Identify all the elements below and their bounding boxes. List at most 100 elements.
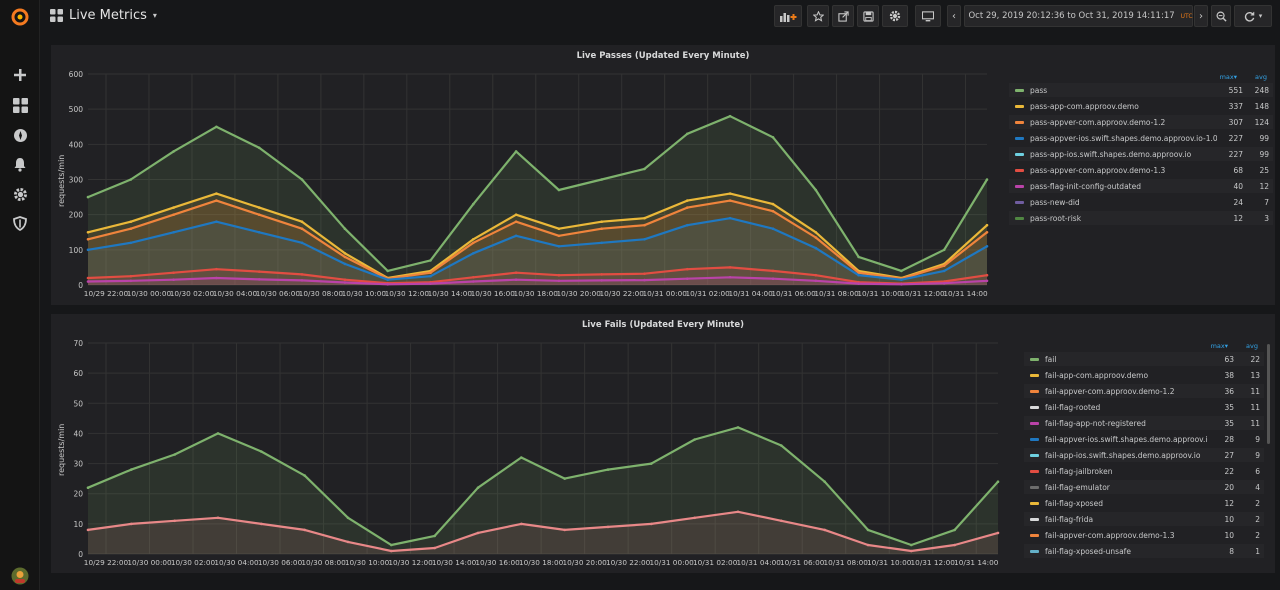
legend-max-value: 35 xyxy=(1224,418,1234,428)
zoom-out-button[interactable] xyxy=(1211,5,1231,27)
data-point xyxy=(216,516,220,520)
legend-item[interactable]: pass-flag-init-config-outdated 40 12 xyxy=(1009,179,1273,193)
legend-item[interactable]: pass-appver-ios.swift.shapes.demo.approo… xyxy=(1009,131,1273,145)
legend-scrollbar[interactable] xyxy=(1267,344,1270,444)
x-tick-label: 10/31 08:00 xyxy=(824,558,869,567)
dashboard-settings-button[interactable] xyxy=(882,5,908,27)
legend-item[interactable]: fail-flag-app-not-registered 35 11 xyxy=(1024,416,1264,430)
legend-max-value: 551 xyxy=(1228,85,1243,95)
legend-series-name: fail-appver-com.approov.demo-1.2 xyxy=(1045,386,1175,396)
star-button[interactable] xyxy=(807,5,829,27)
data-point xyxy=(985,245,989,248)
legend-item[interactable]: fail-appver-com.approov.demo-1.2 36 11 xyxy=(1024,384,1264,398)
data-point xyxy=(343,252,347,255)
legend-max-header[interactable]: max▾ xyxy=(1219,73,1237,81)
apps-grid-icon[interactable] xyxy=(8,93,32,117)
plus-icon[interactable] xyxy=(8,63,32,87)
legend-avg-value: 3 xyxy=(1264,213,1269,223)
time-range-picker[interactable]: Oct 29, 2019 20:12:36 to Oct 31, 2019 14… xyxy=(964,5,1193,27)
time-shift-forward-button[interactable]: › xyxy=(1194,5,1208,27)
data-point xyxy=(215,199,218,202)
legend-item[interactable]: fail-flag-xposed-unsafe 8 1 xyxy=(1024,544,1264,558)
legend-max-value: 8 xyxy=(1229,546,1234,556)
x-tick-label: 10/31 12:00 xyxy=(900,289,945,298)
legend-item[interactable]: fail-flag-rooted 35 11 xyxy=(1024,400,1264,414)
legend-item[interactable]: fail-appver-ios.swift.shapes.demo.approo… xyxy=(1024,432,1264,446)
x-tick-label: 10/30 18:00 xyxy=(514,289,559,298)
panel-title[interactable]: Live Fails (Updated Every Minute) xyxy=(581,320,745,330)
data-point xyxy=(514,220,518,223)
data-point xyxy=(985,279,989,283)
data-point xyxy=(390,543,393,547)
data-point xyxy=(172,150,175,153)
legend-item[interactable]: fail-flag-frida 10 2 xyxy=(1024,512,1264,526)
legend-item[interactable]: fail-flag-emulator 20 4 xyxy=(1024,480,1264,494)
y-tick-label: 400 xyxy=(69,140,84,149)
data-point xyxy=(942,248,946,252)
data-point xyxy=(942,269,946,273)
legend-item[interactable]: pass-app-com.approov.demo 337 148 xyxy=(1009,99,1273,113)
data-point xyxy=(300,227,304,230)
gear-icon[interactable] xyxy=(8,182,32,206)
bell-icon[interactable] xyxy=(8,152,32,176)
series-line xyxy=(87,426,999,547)
legend-item[interactable]: fail-flag-xposed 12 2 xyxy=(1024,496,1264,510)
x-tick-label: 10/31 00:00 xyxy=(642,289,687,298)
dashboard-title-picker[interactable]: Live Metrics ▾ xyxy=(50,8,157,23)
avatar-icon[interactable] xyxy=(8,564,32,588)
data-point xyxy=(476,486,480,489)
data-point xyxy=(942,264,946,267)
legend-swatch xyxy=(1030,517,1039,521)
series-line xyxy=(87,115,988,272)
data-point xyxy=(129,274,133,278)
legend-avg-value: 148 xyxy=(1254,101,1269,111)
x-tick-label: 10/30 10:00 xyxy=(345,558,390,567)
time-shift-back-button[interactable]: ‹ xyxy=(947,5,961,27)
data-point xyxy=(728,192,732,195)
legend-item[interactable]: pass-app-ios.swift.shapes.demo.approov.i… xyxy=(1009,147,1273,161)
y-tick-label: 10 xyxy=(73,520,83,529)
legend-item[interactable]: pass-new-did 24 7 xyxy=(1009,195,1273,209)
legend-item[interactable]: pass-appver-com.approov.demo-1.3 68 25 xyxy=(1009,163,1273,177)
legend-item[interactable]: fail-app-ios.swift.shapes.demo.approov.i… xyxy=(1024,448,1264,462)
legend-series-name: fail-flag-jailbroken xyxy=(1045,466,1113,476)
x-tick-label: 10/30 06:00 xyxy=(256,289,301,298)
legend-avg-header[interactable]: avg xyxy=(1255,73,1267,81)
grafana-logo-icon[interactable] xyxy=(8,5,32,29)
legend-swatch xyxy=(1030,373,1039,377)
legend-item[interactable]: fail-flag-jailbroken 22 6 xyxy=(1024,464,1264,478)
legend-max-value: 337 xyxy=(1228,101,1243,111)
legend-max-value: 12 xyxy=(1233,213,1243,223)
data-point xyxy=(343,227,347,230)
legend-max-header[interactable]: max▾ xyxy=(1210,342,1228,350)
share-button[interactable] xyxy=(832,5,854,27)
x-tick-label: 10/30 22:00 xyxy=(600,289,645,298)
data-point xyxy=(216,432,220,435)
shield-icon[interactable] xyxy=(8,211,32,235)
legend-item[interactable]: pass-appver-com.approov.demo-1.2 307 124 xyxy=(1009,115,1273,129)
legend-swatch xyxy=(1030,405,1039,409)
dashboard-navbar: Live Metrics ▾ ‹ Oct 29, 2019 20:12:36 t… xyxy=(40,0,1280,34)
legend-item[interactable]: fail 63 22 xyxy=(1024,352,1264,366)
compass-icon[interactable] xyxy=(8,123,32,147)
legend-item[interactable]: pass 551 248 xyxy=(1009,83,1273,97)
legend-avg-header[interactable]: avg xyxy=(1246,342,1258,350)
data-point xyxy=(900,283,903,286)
legend-item[interactable]: fail-app-com.approov.demo 38 13 xyxy=(1024,368,1264,382)
data-point xyxy=(643,278,646,282)
legend-item[interactable]: pass-root-risk 12 3 xyxy=(1009,211,1273,225)
legend-max-value: 40 xyxy=(1233,181,1243,191)
add-panel-button[interactable] xyxy=(774,5,802,27)
tv-mode-button[interactable] xyxy=(915,5,941,27)
save-button[interactable] xyxy=(857,5,879,27)
x-tick-label: 10/31 00:00 xyxy=(649,558,694,567)
legend-swatch xyxy=(1015,104,1024,108)
data-point xyxy=(173,519,176,523)
refresh-button[interactable]: ▾ xyxy=(1234,5,1272,27)
panel-title[interactable]: Live Passes (Updated Every Minute) xyxy=(576,51,750,61)
legend-item[interactable]: fail-appver-com.approov.demo-1.3 10 2 xyxy=(1024,528,1264,542)
zoom-out-icon xyxy=(1216,11,1227,22)
data-point xyxy=(390,549,393,553)
